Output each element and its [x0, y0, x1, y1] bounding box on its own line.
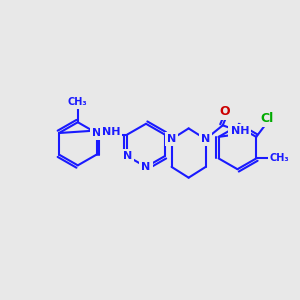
- Text: N: N: [201, 134, 210, 144]
- Text: NH: NH: [230, 127, 249, 136]
- Text: O: O: [220, 105, 230, 118]
- Text: N: N: [167, 134, 176, 144]
- Text: N: N: [123, 151, 132, 161]
- Text: CH₃: CH₃: [270, 153, 289, 164]
- Text: N: N: [141, 162, 151, 172]
- Text: N: N: [92, 128, 101, 138]
- Text: NH: NH: [102, 127, 120, 137]
- Text: CH₃: CH₃: [68, 97, 88, 107]
- Text: Cl: Cl: [260, 112, 274, 125]
